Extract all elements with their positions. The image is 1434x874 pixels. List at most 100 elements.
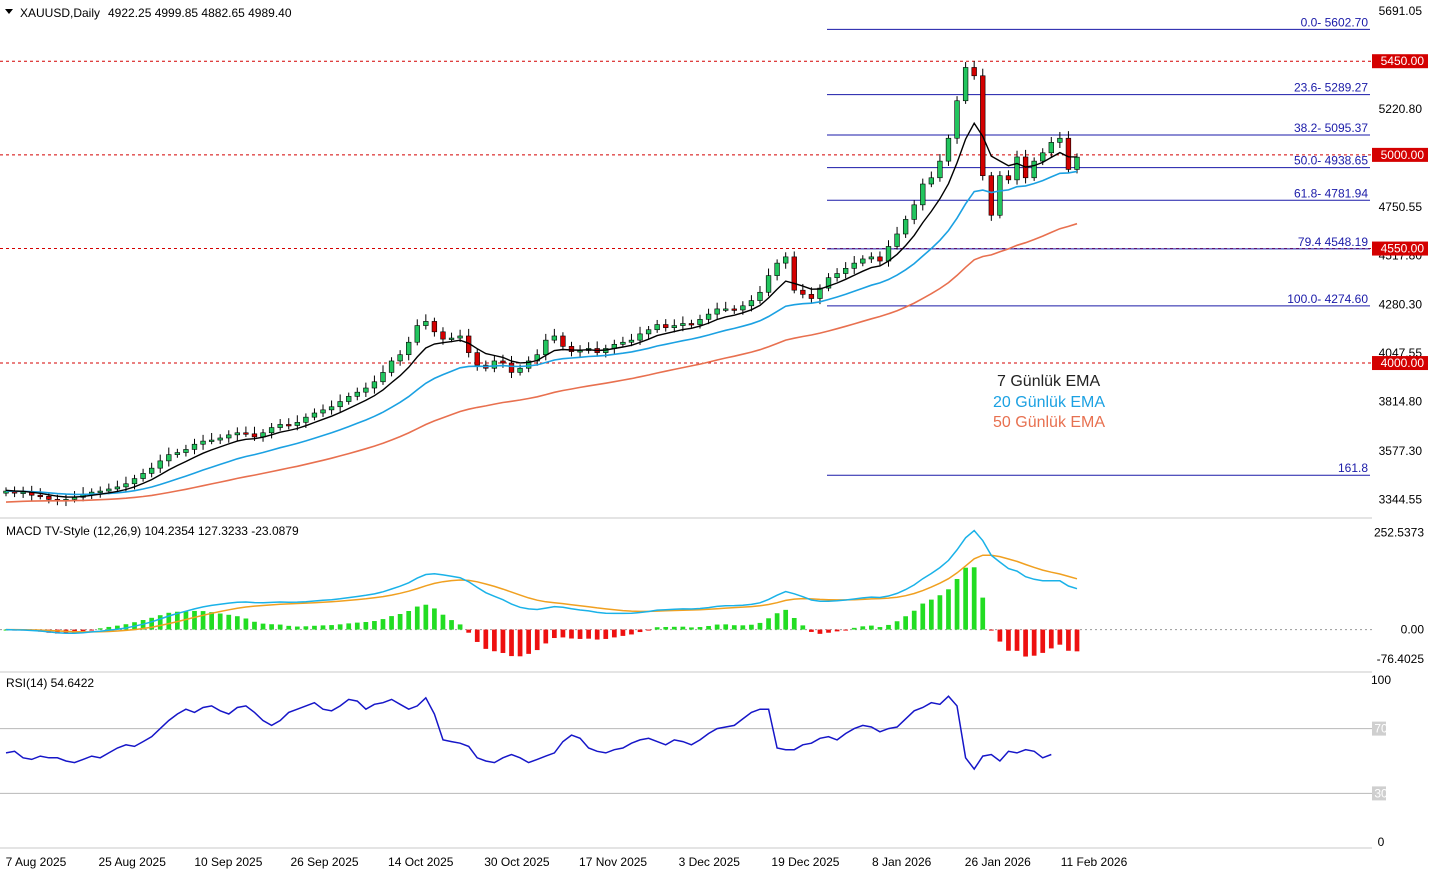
bull-candle[interactable]: [620, 341, 626, 345]
bull-candle[interactable]: [157, 460, 163, 469]
bull-candle[interactable]: [217, 437, 223, 441]
bear-candle[interactable]: [251, 433, 258, 438]
bull-candle[interactable]: [414, 325, 420, 343]
bull-candle[interactable]: [911, 204, 917, 220]
bull-candle[interactable]: [525, 360, 532, 369]
ema50-line[interactable]: [5, 222, 1078, 503]
bull-candle[interactable]: [885, 246, 892, 262]
bear-candle[interactable]: [971, 67, 977, 77]
bull-candle[interactable]: [303, 416, 309, 423]
rsi-pane[interactable]: 100 70 30 0: [0, 673, 1391, 849]
bear-candle[interactable]: [286, 424, 292, 427]
bear-candle[interactable]: [46, 495, 52, 500]
bear-candle[interactable]: [431, 321, 438, 333]
bull-candle[interactable]: [937, 160, 943, 179]
bear-candle[interactable]: [243, 432, 249, 435]
bull-candle[interactable]: [765, 275, 772, 293]
bull-candle[interactable]: [783, 256, 789, 264]
bull-candle[interactable]: [123, 483, 129, 488]
bull-candle[interactable]: [517, 367, 523, 373]
bull-candle[interactable]: [714, 308, 720, 315]
bear-candle[interactable]: [980, 75, 986, 176]
bull-candle[interactable]: [397, 354, 403, 362]
bull-candle[interactable]: [1048, 142, 1054, 154]
bear-candle[interactable]: [1005, 175, 1012, 181]
bear-candle[interactable]: [440, 331, 446, 340]
bull-candle[interactable]: [645, 329, 652, 335]
bull-candle[interactable]: [962, 67, 969, 102]
bull-candle[interactable]: [1014, 156, 1020, 181]
bull-candle[interactable]: [97, 490, 103, 493]
bull-candle[interactable]: [311, 412, 318, 418]
macd-signal-line[interactable]: [6, 554, 1078, 633]
macd-line[interactable]: [5, 529, 1078, 634]
bull-candle[interactable]: [1057, 137, 1063, 143]
bull-candle[interactable]: [757, 291, 763, 301]
bull-candle[interactable]: [294, 422, 300, 426]
bull-candle[interactable]: [671, 325, 677, 328]
bull-candle[interactable]: [234, 432, 240, 436]
bull-candle[interactable]: [277, 424, 283, 428]
bull-candle[interactable]: [868, 256, 875, 260]
bear-candle[interactable]: [808, 294, 815, 299]
bull-candle[interactable]: [860, 258, 866, 264]
ema20-line[interactable]: [5, 170, 1078, 496]
bull-candle[interactable]: [680, 323, 686, 326]
bull-candle[interactable]: [208, 439, 215, 442]
bull-candle[interactable]: [748, 300, 755, 307]
bull-candle[interactable]: [457, 335, 463, 339]
bull-candle[interactable]: [328, 406, 335, 411]
bull-candle[interactable]: [851, 262, 857, 269]
bull-candle[interactable]: [1040, 152, 1046, 162]
bull-candle[interactable]: [346, 396, 352, 402]
bull-candle[interactable]: [628, 339, 635, 343]
bull-candle[interactable]: [543, 339, 549, 356]
bear-candle[interactable]: [560, 335, 566, 347]
bull-candle[interactable]: [166, 454, 172, 462]
bull-candle[interactable]: [637, 333, 643, 341]
bear-candle[interactable]: [877, 256, 883, 262]
bear-candle[interactable]: [568, 346, 575, 352]
bull-candle[interactable]: [997, 175, 1003, 216]
bull-candle[interactable]: [817, 287, 823, 299]
bull-candle[interactable]: [945, 137, 952, 162]
bull-candle[interactable]: [200, 440, 206, 445]
bull-candle[interactable]: [825, 277, 832, 289]
bull-candle[interactable]: [183, 449, 189, 453]
bull-candle[interactable]: [106, 488, 112, 492]
bull-candle[interactable]: [920, 183, 926, 206]
price-pane[interactable]: 5691.055220.804750.554517.804280.304047.…: [0, 4, 1428, 849]
bull-candle[interactable]: [1074, 156, 1080, 170]
bull-candle[interactable]: [140, 473, 146, 479]
bull-candle[interactable]: [406, 341, 412, 356]
bull-candle[interactable]: [491, 360, 498, 369]
bull-candle[interactable]: [388, 360, 395, 373]
bull-candle[interactable]: [834, 273, 840, 278]
bear-candle[interactable]: [37, 494, 43, 498]
bull-candle[interactable]: [705, 313, 712, 320]
bull-candle[interactable]: [148, 467, 155, 474]
bear-candle[interactable]: [688, 323, 695, 326]
bull-candle[interactable]: [697, 319, 703, 325]
bear-candle[interactable]: [791, 256, 797, 291]
bull-candle[interactable]: [114, 486, 121, 490]
bull-candle[interactable]: [363, 387, 369, 393]
bull-candle[interactable]: [371, 381, 378, 389]
bull-candle[interactable]: [337, 401, 343, 408]
bull-candle[interactable]: [174, 452, 181, 455]
collapse-triangle-icon[interactable]: [5, 9, 13, 14]
bull-candle[interactable]: [3, 490, 9, 494]
bull-candle[interactable]: [20, 491, 26, 494]
bull-candle[interactable]: [423, 321, 429, 326]
bull-candle[interactable]: [843, 268, 849, 274]
bull-candle[interactable]: [226, 434, 232, 439]
bear-candle[interactable]: [474, 352, 480, 366]
bear-candle[interactable]: [731, 308, 737, 311]
bear-candle[interactable]: [800, 289, 806, 295]
bull-candle[interactable]: [740, 305, 746, 311]
bull-candle[interactable]: [191, 443, 198, 450]
macd-pane[interactable]: 252.5373 0.00 -76.4025: [0, 526, 1424, 666]
bull-candle[interactable]: [380, 372, 386, 383]
bull-candle[interactable]: [774, 262, 780, 276]
